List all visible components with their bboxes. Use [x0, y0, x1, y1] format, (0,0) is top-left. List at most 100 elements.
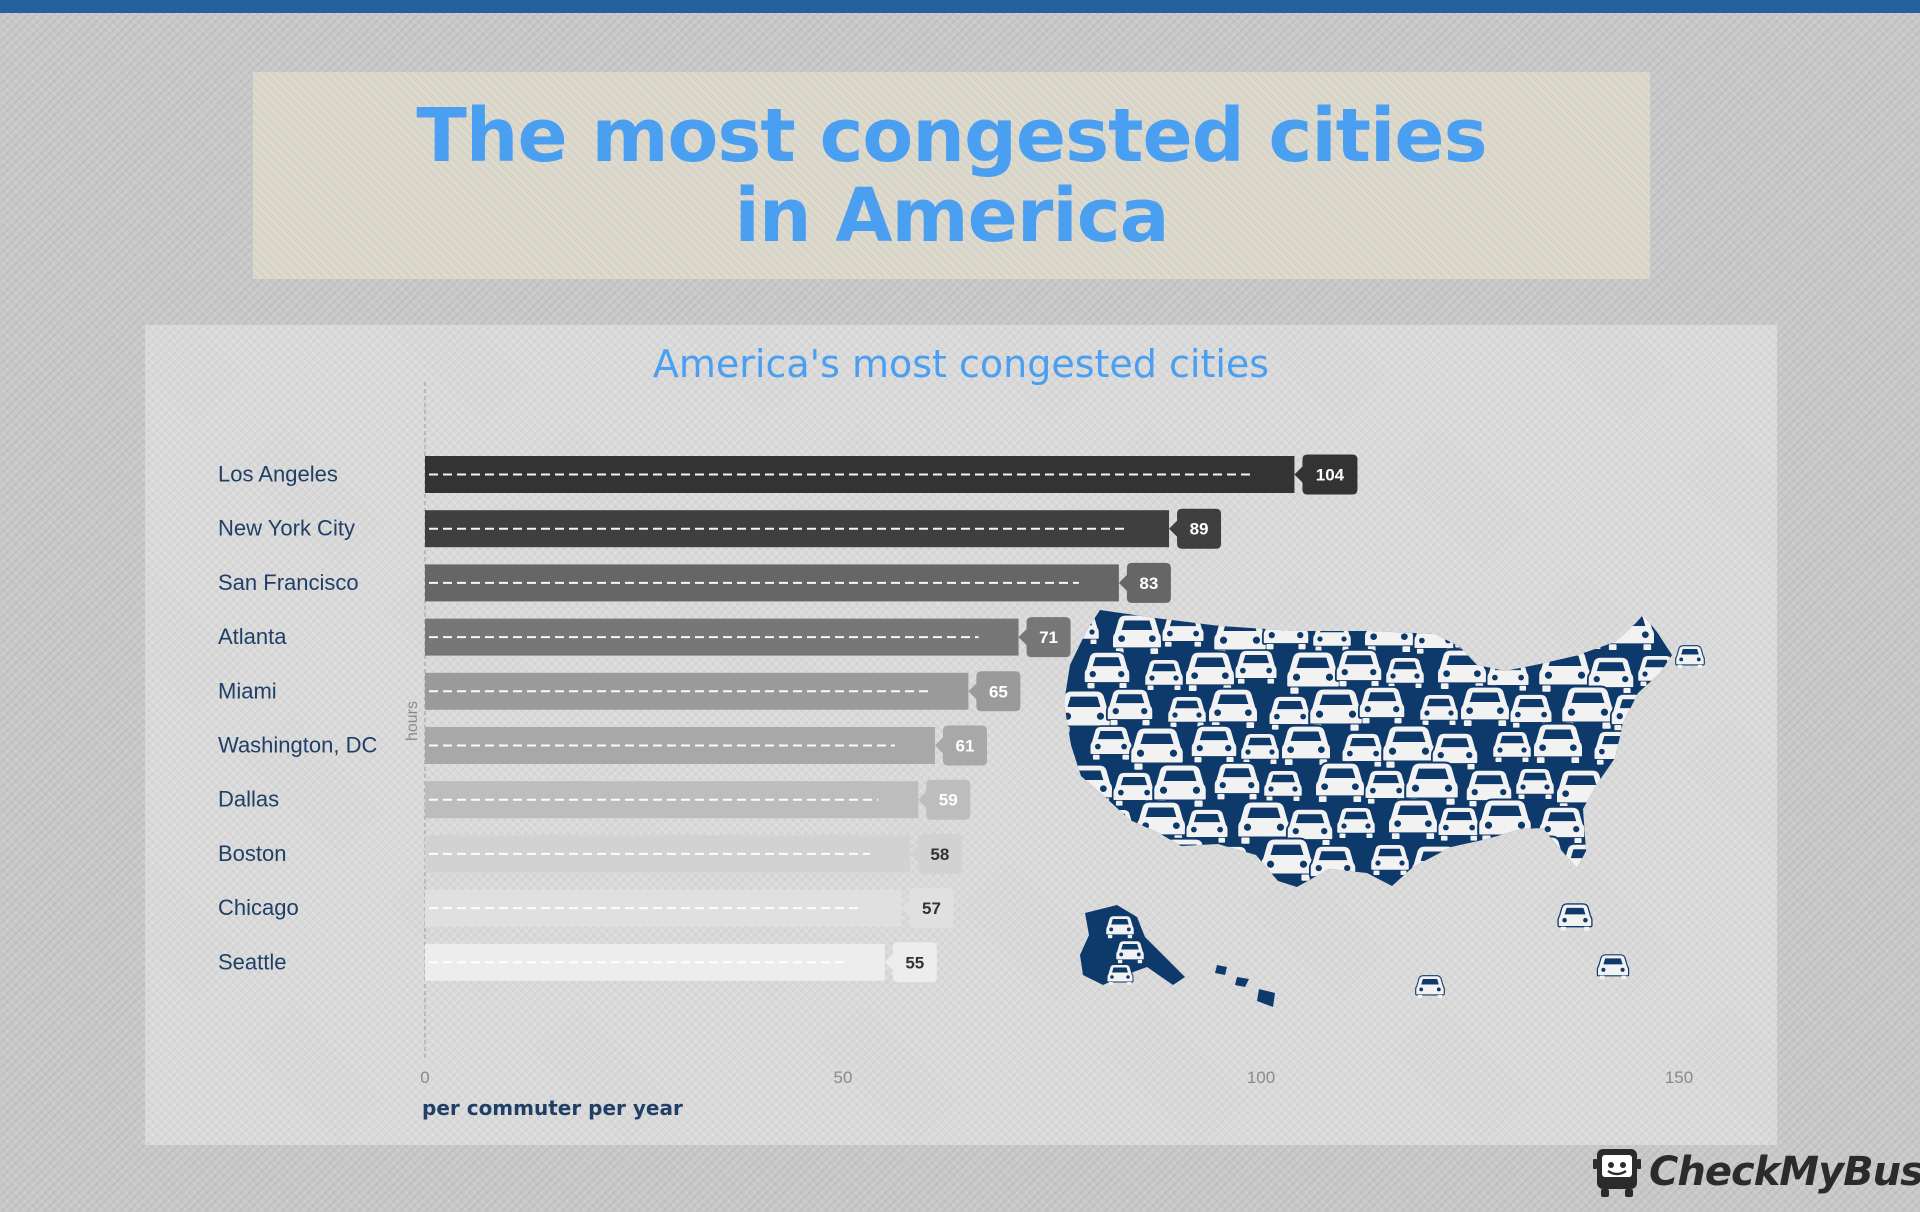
category-label: Washington, DC: [218, 733, 377, 758]
car-icon: [1106, 964, 1134, 985]
car-icon: [1404, 761, 1460, 805]
car-icon: [1596, 954, 1630, 980]
car-icon: [1184, 650, 1236, 692]
car-icon: [1340, 732, 1386, 767]
car-icon: [1212, 761, 1262, 800]
category-label: Atlanta: [218, 624, 287, 649]
category-label: New York City: [218, 516, 355, 541]
data-label-badge: [1294, 454, 1358, 495]
car-icon: [1477, 798, 1533, 842]
car-icon: [1586, 655, 1636, 694]
car-icon: [1430, 731, 1480, 770]
car-icon: [1491, 730, 1533, 762]
car-icon: [1511, 835, 1567, 879]
data-label: 61: [955, 737, 974, 756]
data-label: 59: [939, 791, 958, 810]
title-panel: The most congested cities in America: [253, 72, 1650, 279]
car-icon: [1334, 648, 1384, 687]
bar-chart: America's most congested cities hours Lo…: [218, 342, 1705, 1120]
data-label: 57: [922, 899, 941, 918]
car-icon: [1604, 610, 1656, 651]
data-label-badge: [1118, 562, 1171, 603]
hawaii-shape: [1215, 965, 1275, 1007]
car-icon: [1436, 806, 1482, 841]
car-icon: [1261, 611, 1311, 650]
car-icon: [1609, 692, 1659, 731]
car-icon: [1280, 724, 1332, 766]
chart-title: America's most congested cities: [653, 342, 1269, 386]
data-label-badge: [918, 779, 971, 820]
data-label: 89: [1190, 520, 1209, 539]
chart-panel: America's most congested cities hours Lo…: [145, 325, 1777, 1145]
car-icon: [1675, 645, 1705, 669]
car-icon: [1064, 763, 1114, 805]
car-icon: [1184, 808, 1230, 843]
car-icon: [1381, 724, 1437, 768]
car-icon: [1537, 805, 1587, 844]
data-label: 71: [1039, 628, 1058, 647]
car-icon: [1615, 767, 1661, 802]
usa-map-illustration: [1064, 610, 1705, 1007]
car-icon: [1560, 842, 1610, 881]
data-label-badge: [934, 725, 987, 766]
car-icon: [1143, 658, 1185, 690]
car-icon: [1557, 903, 1593, 931]
car-icon: [1160, 612, 1206, 647]
car-icon: [1207, 687, 1259, 729]
x-tick-label: 100: [1247, 1068, 1275, 1087]
y-axis-label: hours: [404, 701, 421, 741]
car-icon: [1639, 805, 1672, 847]
car-icon: [1459, 843, 1505, 878]
car-icon: [1135, 800, 1187, 842]
car-icon: [1082, 650, 1132, 689]
car-icon: [1111, 771, 1157, 806]
car-icon: [1357, 685, 1407, 724]
car-icon: [1464, 768, 1514, 807]
car-icon: [1415, 975, 1445, 999]
x-axis-label: per commuter per year: [422, 1096, 683, 1120]
car-icon: [1239, 732, 1281, 764]
data-label: 58: [930, 845, 949, 864]
car-icon: [1410, 844, 1462, 886]
top-bar: [0, 0, 1920, 13]
car-icon: [1262, 769, 1304, 801]
bar: [425, 889, 902, 927]
car-icon: [1537, 648, 1593, 692]
category-label: Seattle: [218, 949, 287, 974]
category-label: Boston: [218, 841, 287, 866]
car-icon: [1587, 804, 1629, 836]
x-tick-label: 150: [1665, 1068, 1693, 1087]
car-icon: [1508, 693, 1554, 728]
category-label: Los Angeles: [218, 462, 338, 487]
car-icon: [1166, 695, 1208, 727]
car-icon: [1105, 687, 1155, 726]
category-label: Miami: [218, 678, 277, 703]
car-icon: [1335, 806, 1377, 838]
car-icon: [1314, 761, 1366, 803]
car-icon: [1610, 841, 1652, 873]
car-icon: [1236, 800, 1292, 844]
car-icon: [1418, 693, 1460, 725]
x-tick-label: 50: [834, 1068, 853, 1087]
car-icon: [1189, 724, 1239, 763]
data-label-badge: [901, 888, 954, 929]
car-icon: [1111, 613, 1163, 655]
data-label-badge: [909, 833, 962, 874]
category-label: Chicago: [218, 895, 299, 920]
car-icon: [1152, 763, 1208, 807]
car-icon: [1363, 769, 1409, 804]
car-icon: [1555, 768, 1607, 810]
car-icon: [1560, 685, 1616, 729]
car-icon: [1158, 837, 1210, 879]
car-icon: [1369, 843, 1411, 875]
checkmybus-logo: CheckMyBus: [1593, 1145, 1920, 1199]
car-icon: [1636, 654, 1672, 686]
car-icon: [1064, 837, 1106, 876]
data-label: 65: [989, 682, 1008, 701]
car-icon: [1117, 845, 1159, 877]
car-icon: [1436, 648, 1488, 690]
car-icon: [1285, 650, 1341, 694]
car-icon: [1285, 807, 1335, 846]
car-icon: [1233, 649, 1279, 684]
car-icon: [1485, 656, 1531, 691]
